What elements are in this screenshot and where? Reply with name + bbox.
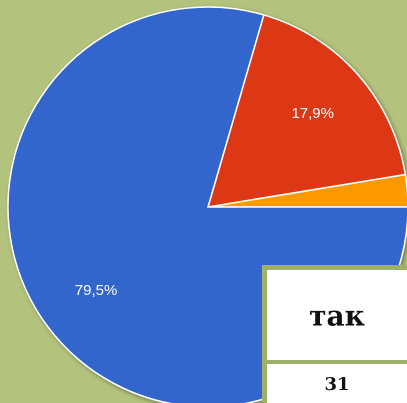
slice-label: 17,9% (291, 105, 334, 122)
pie-slice (206, 14, 407, 208)
table-header: так (309, 300, 365, 333)
header-cell (267, 270, 407, 360)
table-value: 31 (324, 374, 349, 395)
pie-labels: 17,9% 79,5% (75, 105, 334, 299)
table: так 31 (262, 265, 407, 403)
value-cell (267, 364, 407, 403)
slice-label: 79,5% (75, 282, 118, 299)
